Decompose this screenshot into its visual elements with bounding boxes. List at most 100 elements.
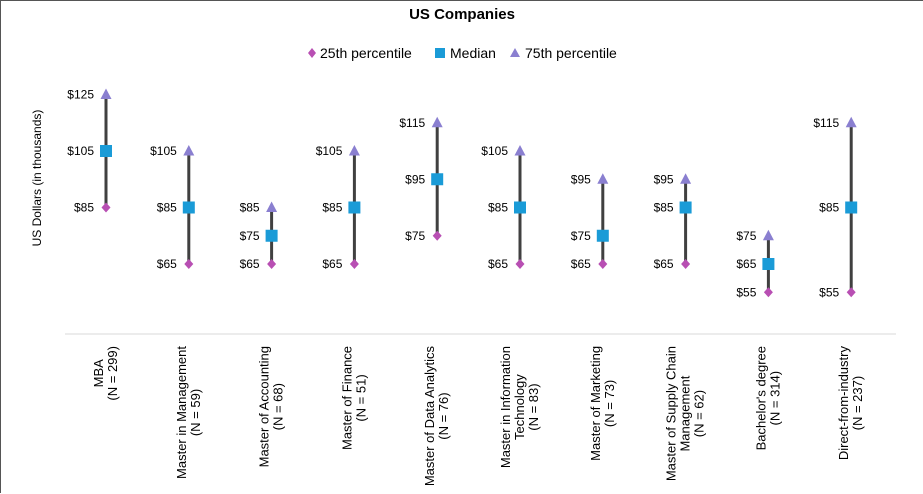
- category-label-line: (N = 314): [767, 371, 782, 426]
- p25-value-label: $85: [74, 201, 94, 215]
- category-label-line: Direct-from-industry: [836, 346, 851, 461]
- category-label-line: Master of Finance: [339, 346, 354, 450]
- category-label: Master of Accounting(N = 68): [257, 346, 286, 467]
- category-label-line: (N = 76): [436, 392, 451, 439]
- category-label-line: Master in Information: [498, 346, 513, 468]
- legend-item-median: Median: [435, 45, 496, 61]
- p75-value-label: $95: [571, 172, 591, 186]
- category-label-line: (N = 83): [526, 383, 541, 430]
- p25-value-label: $65: [488, 257, 508, 271]
- category-label-line: (N = 62): [692, 390, 707, 437]
- median-marker: [514, 201, 526, 214]
- p25-value-label: $65: [240, 257, 260, 271]
- p75-value-label: $105: [481, 144, 508, 158]
- category-label-line: (N = 237): [850, 376, 865, 431]
- p25-value-label: $75: [405, 229, 425, 243]
- median-value-label: $85: [157, 201, 177, 215]
- median-value-label: $75: [571, 229, 591, 243]
- legend-item-75th-percentile: 75th percentile: [510, 45, 617, 61]
- median-marker: [762, 258, 775, 270]
- p25-marker: [349, 259, 359, 269]
- p75-marker: [597, 173, 609, 184]
- p75-marker: [431, 116, 443, 128]
- p25-marker: [267, 259, 277, 269]
- p75-value-label: $95: [654, 172, 674, 186]
- category-label-line: (N = 59): [188, 389, 203, 436]
- legend-item-25th-percentile: 25th percentile: [308, 45, 412, 61]
- category-label-line: Technology: [512, 374, 527, 440]
- category-label-line: MBA: [91, 359, 106, 388]
- p75-value-label: $125: [67, 88, 94, 102]
- median-marker: [182, 201, 195, 214]
- p25-marker: [184, 259, 194, 269]
- legend-label: Median: [450, 45, 496, 61]
- category-label-line: Master in Management: [174, 346, 189, 479]
- p75-marker: [100, 88, 112, 99]
- p75-marker: [183, 145, 195, 156]
- legend-diamond-icon: [308, 48, 316, 58]
- category-label-line: (N = 68): [271, 383, 286, 430]
- category-label-line: Master of Accounting: [257, 346, 272, 467]
- y-axis-label: US Dollars (in thousands): [30, 110, 44, 247]
- median-value-label: $65: [736, 257, 756, 271]
- category-label: MBA(N = 299): [91, 346, 120, 401]
- chart-title: US Companies: [409, 6, 515, 23]
- median-value-label: $95: [405, 172, 425, 186]
- category-label-line: Master of Data Analytics: [422, 346, 437, 487]
- category-label: Master in InformationTechnology(N = 83): [498, 346, 541, 468]
- category-label-line: (N = 51): [353, 374, 368, 421]
- median-marker: [679, 201, 692, 214]
- p75-value-label: $115: [399, 116, 425, 130]
- category-label: Master in Management(N = 59): [174, 346, 203, 479]
- median-value-label: $85: [488, 201, 508, 215]
- p75-value-label: $105: [150, 144, 177, 158]
- median-marker: [596, 229, 609, 242]
- median-value-label: $75: [240, 229, 260, 243]
- median-marker: [100, 145, 112, 157]
- category-label: Master of Marketing(N = 73): [588, 346, 617, 461]
- median-marker: [431, 173, 444, 186]
- legend-square-icon: [435, 48, 445, 58]
- category-label-line: Bachelor's degree: [753, 346, 768, 450]
- p25-value-label: $65: [654, 257, 674, 271]
- p75-marker: [266, 201, 278, 212]
- p75-value-label: $115: [813, 116, 839, 130]
- legend-triangle-icon: [510, 48, 520, 57]
- p25-value-label: $55: [819, 285, 839, 299]
- p25-marker: [763, 287, 773, 298]
- p75-value-label: $105: [316, 144, 343, 158]
- median-marker: [348, 201, 361, 214]
- p75-value-label: $75: [736, 229, 756, 243]
- p75-marker: [762, 229, 774, 241]
- legend: 25th percentile Median 75th percentile: [308, 45, 617, 61]
- category-label: Master of Finance(N = 51): [339, 346, 368, 450]
- p25-value-label: $65: [157, 257, 177, 271]
- p25-marker: [598, 259, 608, 269]
- p25-value-label: $65: [571, 257, 591, 271]
- category-label: Master of Supply ChainManagement(N = 62): [664, 346, 707, 481]
- p25-marker: [681, 259, 691, 269]
- p25-value-label: $55: [736, 285, 756, 299]
- p25-marker: [432, 230, 442, 241]
- median-value-label: $85: [819, 201, 839, 215]
- category-label-line: (N = 299): [105, 346, 120, 401]
- median-marker: [845, 201, 858, 214]
- category-label-line: Management: [678, 375, 693, 451]
- category-label-line: (N = 73): [602, 380, 617, 427]
- category-label: Master of Data Analytics(N = 76): [422, 346, 451, 487]
- p25-marker: [101, 202, 111, 213]
- chart-marks: $85 $105 $125 MBA(N = 299) $65 $85 $105 Master …: [67, 88, 865, 487]
- median-value-label: $105: [67, 144, 94, 158]
- p75-value-label: $85: [240, 201, 260, 215]
- p25-value-label: $65: [322, 257, 342, 271]
- legend-label: 25th percentile: [320, 45, 412, 61]
- category-label: Bachelor's degree(N = 314): [753, 346, 782, 450]
- median-marker: [265, 229, 278, 242]
- category-label: Direct-from-industry(N = 237): [836, 346, 865, 461]
- p75-marker: [845, 116, 857, 128]
- category-label-line: Master of Marketing: [588, 346, 603, 461]
- p25-marker: [846, 287, 856, 298]
- median-value-label: $85: [322, 201, 342, 215]
- p25-marker: [515, 259, 525, 269]
